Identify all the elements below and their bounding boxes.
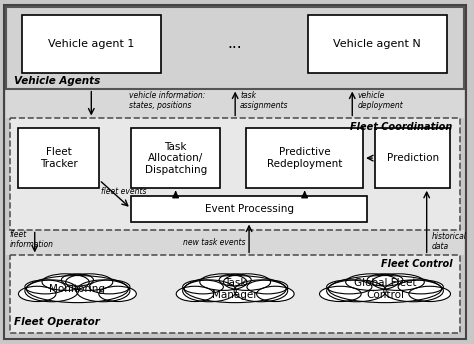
Bar bbox=[131, 196, 367, 222]
Ellipse shape bbox=[182, 280, 236, 302]
Text: fleet events: fleet events bbox=[101, 187, 147, 196]
Ellipse shape bbox=[182, 280, 223, 294]
Ellipse shape bbox=[200, 274, 247, 290]
Text: new task events: new task events bbox=[182, 238, 245, 247]
Text: fleet
information: fleet information bbox=[10, 230, 54, 249]
Ellipse shape bbox=[76, 280, 130, 302]
Text: Monitoring: Monitoring bbox=[49, 284, 105, 294]
Ellipse shape bbox=[234, 280, 288, 302]
Bar bbox=[131, 128, 220, 188]
Ellipse shape bbox=[18, 286, 56, 302]
Bar bbox=[22, 15, 161, 73]
Ellipse shape bbox=[398, 280, 443, 294]
Text: Global Fleet
Control: Global Fleet Control bbox=[354, 278, 416, 300]
Bar bbox=[10, 118, 460, 229]
Bar bbox=[375, 128, 450, 188]
Text: ...: ... bbox=[228, 36, 243, 52]
Ellipse shape bbox=[256, 286, 294, 302]
Text: Fleet Operator: Fleet Operator bbox=[14, 317, 100, 327]
Text: task
assignments: task assignments bbox=[240, 91, 289, 110]
Bar bbox=[10, 255, 460, 333]
Ellipse shape bbox=[247, 280, 288, 294]
Ellipse shape bbox=[99, 286, 137, 302]
Ellipse shape bbox=[25, 280, 79, 302]
Bar bbox=[6, 229, 465, 255]
Text: Fleet Coordination: Fleet Coordination bbox=[350, 122, 453, 132]
Ellipse shape bbox=[319, 286, 361, 302]
Ellipse shape bbox=[346, 274, 398, 290]
Text: Event Processing: Event Processing bbox=[205, 204, 293, 214]
Ellipse shape bbox=[372, 274, 424, 290]
Text: Fleet Control: Fleet Control bbox=[381, 259, 453, 269]
Ellipse shape bbox=[27, 276, 128, 303]
Ellipse shape bbox=[327, 280, 386, 302]
Ellipse shape bbox=[223, 274, 271, 290]
Text: Vehicle agent 1: Vehicle agent 1 bbox=[48, 39, 135, 49]
Bar bbox=[18, 128, 99, 188]
Bar bbox=[6, 7, 465, 89]
Bar bbox=[6, 89, 465, 118]
Ellipse shape bbox=[89, 280, 130, 294]
Ellipse shape bbox=[61, 274, 93, 286]
Bar bbox=[308, 15, 447, 73]
Ellipse shape bbox=[367, 274, 403, 286]
Ellipse shape bbox=[219, 274, 251, 286]
Text: Vehicle agent N: Vehicle agent N bbox=[333, 39, 421, 49]
Ellipse shape bbox=[176, 286, 214, 302]
Ellipse shape bbox=[409, 286, 450, 302]
Ellipse shape bbox=[42, 274, 89, 290]
Ellipse shape bbox=[328, 276, 442, 303]
Text: vehicle information:
states, positions: vehicle information: states, positions bbox=[129, 91, 205, 110]
Text: Vehicle Agents: Vehicle Agents bbox=[14, 76, 100, 86]
Text: Fleet
Tracker: Fleet Tracker bbox=[40, 147, 77, 169]
Text: historical
data: historical data bbox=[432, 232, 466, 251]
Ellipse shape bbox=[65, 274, 113, 290]
Ellipse shape bbox=[25, 280, 65, 294]
Ellipse shape bbox=[327, 280, 372, 294]
Text: Task
Allocation/
Dispatching: Task Allocation/ Dispatching bbox=[145, 141, 207, 175]
Text: Prediction: Prediction bbox=[387, 153, 439, 163]
Bar bbox=[246, 128, 363, 188]
Ellipse shape bbox=[184, 276, 286, 303]
Text: Predictive
Redeployment: Predictive Redeployment bbox=[267, 147, 342, 169]
Text: vehicle
deployment: vehicle deployment bbox=[357, 91, 403, 110]
Text: Task
Manager: Task Manager bbox=[212, 278, 258, 300]
Ellipse shape bbox=[384, 280, 443, 302]
